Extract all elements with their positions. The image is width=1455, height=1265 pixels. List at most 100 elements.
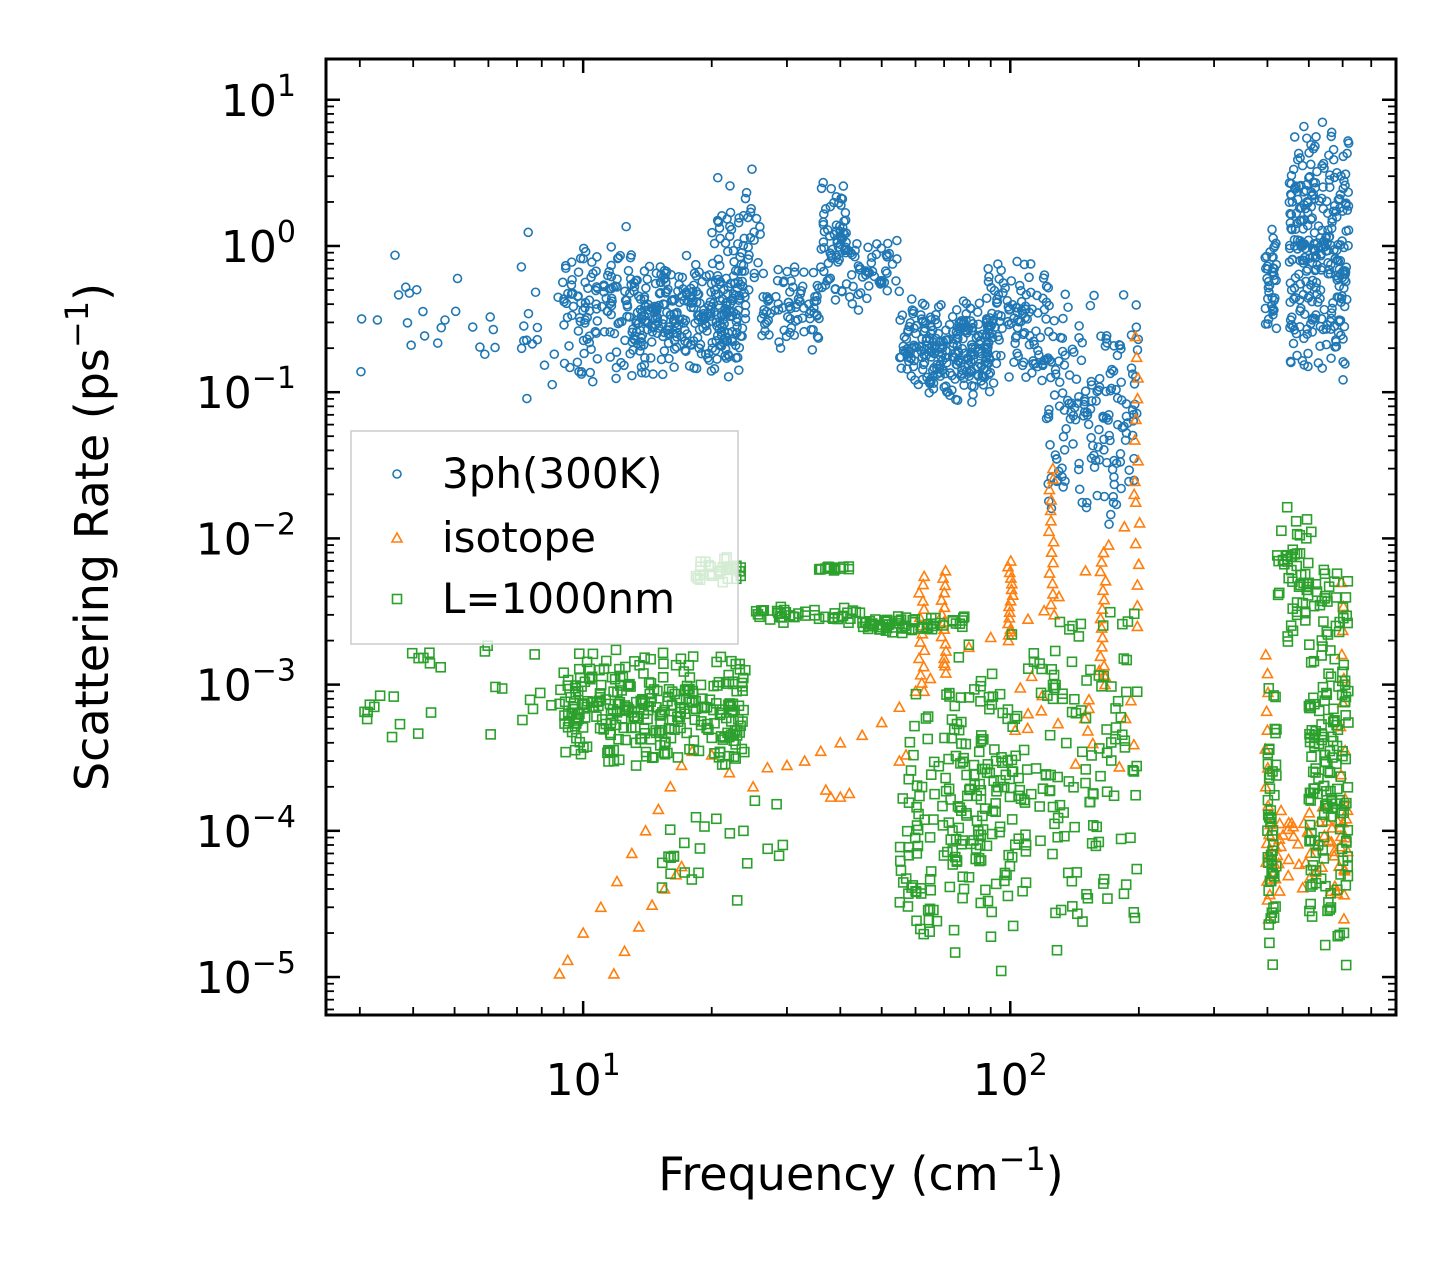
scatter-point-boundary bbox=[639, 652, 650, 663]
scatter-point-3ph bbox=[1064, 370, 1075, 380]
scatter-point-boundary bbox=[1081, 675, 1092, 686]
scatter-point-3ph bbox=[988, 378, 999, 388]
scatter-point-3ph bbox=[1331, 270, 1341, 281]
scatter-point-isotope bbox=[553, 967, 566, 979]
scatter-point-boundary bbox=[1262, 747, 1274, 759]
scatter-point-boundary bbox=[945, 794, 956, 805]
scatter-point-boundary bbox=[778, 617, 789, 628]
scatter-point-boundary bbox=[652, 685, 663, 697]
scatter-point-3ph bbox=[713, 289, 724, 299]
scatter-point-3ph bbox=[816, 183, 827, 194]
scatter-point-3ph bbox=[836, 286, 847, 296]
scatter-point-3ph bbox=[669, 316, 679, 326]
scatter-point-boundary bbox=[534, 687, 546, 699]
scatter-point-3ph bbox=[749, 268, 760, 279]
scatter-point-boundary bbox=[738, 704, 749, 716]
scatter-point-boundary bbox=[1340, 835, 1352, 847]
scatter-point-3ph bbox=[722, 214, 732, 224]
scatter-point-3ph bbox=[795, 296, 805, 307]
y-tick-label: 10−5 bbox=[196, 946, 296, 1004]
scatter-point-isotope bbox=[645, 898, 659, 910]
scatter-point-boundary bbox=[894, 897, 906, 908]
scatter-point-boundary bbox=[974, 778, 985, 790]
scatter-point-3ph bbox=[1285, 315, 1296, 325]
scatter-point-boundary bbox=[943, 753, 954, 765]
scatter-point-3ph bbox=[568, 301, 579, 312]
scatter-point-boundary bbox=[1005, 782, 1017, 794]
scatter-point-3ph bbox=[917, 298, 928, 309]
scatter-point-3ph bbox=[816, 262, 826, 272]
scatter-point-3ph bbox=[935, 367, 945, 378]
scatter-point-3ph bbox=[812, 331, 823, 342]
scatter-point-3ph bbox=[1038, 293, 1048, 304]
scatter-point-3ph bbox=[911, 328, 921, 339]
scatter-point-3ph bbox=[928, 384, 939, 394]
scatter-point-3ph bbox=[651, 268, 662, 279]
scatter-point-3ph bbox=[963, 359, 974, 369]
scatter-point-boundary bbox=[911, 915, 922, 927]
scatter-point-3ph bbox=[1269, 275, 1279, 285]
scatter-point-boundary bbox=[1037, 783, 1049, 794]
scatter-point-3ph bbox=[1004, 372, 1014, 382]
scatter-point-3ph bbox=[1322, 320, 1333, 331]
scatter-point-boundary bbox=[909, 720, 920, 732]
scatter-point-3ph bbox=[1292, 350, 1302, 361]
scatter-point-3ph bbox=[732, 322, 742, 332]
scatter-point-boundary bbox=[892, 611, 904, 622]
scatter-point-boundary bbox=[1081, 888, 1092, 900]
scatter-point-boundary bbox=[948, 924, 960, 936]
scatter-point-3ph bbox=[846, 270, 857, 280]
scatter-point-boundary bbox=[1048, 669, 1060, 681]
scatter-point-3ph bbox=[1339, 176, 1349, 186]
scatter-point-boundary bbox=[1324, 767, 1336, 779]
scatter-point-3ph bbox=[393, 290, 404, 300]
scatter-point-3ph bbox=[792, 314, 803, 325]
scatter-point-isotope bbox=[824, 790, 838, 802]
scatter-point-3ph bbox=[547, 379, 558, 390]
scatter-point-boundary bbox=[713, 676, 725, 688]
scatter-point-boundary bbox=[1091, 821, 1103, 833]
scatter-point-boundary bbox=[1321, 626, 1333, 638]
scatter-point-boundary bbox=[622, 702, 634, 713]
scatter-point-3ph bbox=[644, 261, 655, 272]
scatter-point-3ph bbox=[1109, 455, 1119, 466]
scatter-point-3ph bbox=[1321, 196, 1332, 207]
scatter-point-3ph bbox=[913, 379, 924, 390]
scatter-point-boundary bbox=[897, 877, 909, 888]
scatter-point-boundary bbox=[778, 604, 790, 616]
scatter-point-3ph bbox=[823, 258, 834, 269]
scatter-point-3ph bbox=[1091, 396, 1101, 406]
scatter-point-3ph bbox=[1307, 296, 1317, 307]
scatter-point-3ph bbox=[636, 337, 647, 347]
scatter-point-3ph bbox=[826, 183, 837, 194]
scatter-point-boundary bbox=[659, 737, 670, 749]
scatter-point-3ph bbox=[1108, 491, 1119, 502]
scatter-point-3ph bbox=[625, 252, 636, 263]
scatter-point-boundary bbox=[425, 707, 437, 718]
scatter-point-3ph bbox=[587, 376, 598, 387]
scatter-point-boundary bbox=[953, 822, 965, 834]
scatter-point-3ph bbox=[1098, 413, 1109, 423]
scatter-point-3ph bbox=[1340, 169, 1351, 180]
scatter-point-isotope bbox=[1004, 594, 1018, 606]
scatter-point-boundary bbox=[1308, 737, 1320, 749]
scatter-point-boundary bbox=[1007, 920, 1019, 932]
scatter-point-3ph bbox=[755, 229, 765, 239]
scatter-point-3ph bbox=[1338, 266, 1348, 277]
scatter-point-boundary bbox=[1069, 693, 1080, 705]
scatter-point-3ph bbox=[788, 282, 798, 292]
scatter-point-boundary bbox=[711, 698, 722, 709]
scatter-point-boundary bbox=[681, 727, 692, 739]
scatter-point-3ph bbox=[799, 326, 809, 337]
scatter-point-3ph bbox=[882, 238, 893, 249]
scatter-point-3ph bbox=[818, 177, 828, 188]
scatter-point-isotope bbox=[1263, 887, 1277, 900]
scatter-point-boundary bbox=[1305, 881, 1316, 892]
scatter-point-boundary bbox=[1337, 750, 1348, 762]
scatter-point-boundary bbox=[737, 685, 748, 696]
scatter-point-3ph bbox=[1269, 242, 1279, 253]
scatter-point-3ph bbox=[490, 342, 500, 353]
scatter-point-boundary bbox=[688, 735, 700, 746]
scatter-point-3ph bbox=[740, 313, 751, 324]
